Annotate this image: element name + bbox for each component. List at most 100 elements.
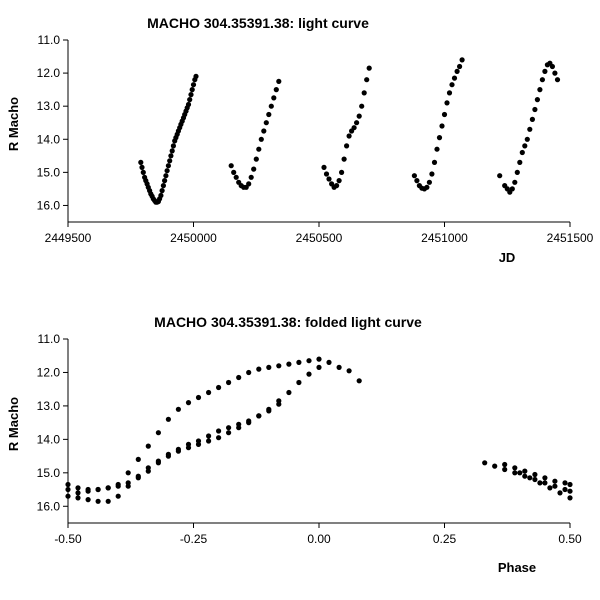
data-point — [266, 364, 272, 370]
data-point — [276, 78, 282, 84]
data-point — [424, 184, 430, 190]
y-tick-label: 15.0 — [37, 466, 61, 480]
data-point — [226, 379, 232, 386]
data-point — [411, 173, 417, 179]
data-point — [261, 128, 267, 134]
data-point — [497, 173, 503, 179]
data-point — [562, 480, 568, 486]
data-point — [195, 438, 202, 444]
data-point — [539, 77, 546, 83]
data-point — [502, 461, 508, 468]
data-point — [256, 366, 262, 372]
data-point — [344, 143, 350, 149]
data-point — [434, 146, 440, 152]
data-point — [527, 126, 533, 132]
data-point — [444, 100, 450, 106]
data-point — [336, 178, 342, 184]
data-series-2 — [65, 364, 322, 504]
data-point — [65, 493, 71, 499]
data-point — [492, 463, 498, 469]
data-point — [125, 470, 131, 476]
data-point — [482, 460, 488, 466]
data-point — [549, 63, 556, 70]
data-point — [457, 63, 463, 70]
data-point — [459, 57, 465, 63]
data-point — [248, 174, 254, 180]
data-series-2 — [228, 78, 282, 190]
data-point — [532, 471, 538, 478]
data-point — [236, 421, 242, 427]
data-point — [346, 133, 352, 139]
data-point — [115, 483, 121, 489]
data-point — [216, 428, 222, 434]
y-tick-label: 11.0 — [38, 332, 61, 346]
y-tick-label: 11.0 — [38, 33, 61, 47]
data-point — [268, 103, 274, 109]
data-point — [286, 361, 292, 367]
data-point — [85, 488, 91, 494]
data-series-3 — [321, 65, 372, 190]
data-point — [266, 111, 272, 118]
data-point — [537, 480, 543, 486]
y-tick-label: 13.0 — [37, 399, 61, 413]
data-point — [165, 163, 171, 169]
data-point — [296, 379, 302, 386]
data-point — [547, 485, 553, 491]
data-point — [532, 476, 538, 483]
data-point — [187, 97, 193, 103]
data-point — [529, 116, 536, 122]
data-point — [65, 481, 71, 488]
y-tick-label: 16.0 — [37, 499, 61, 513]
data-point — [446, 90, 453, 96]
data-point — [75, 495, 81, 501]
data-point — [155, 430, 161, 436]
data-point — [517, 470, 523, 476]
data-series-6 — [517, 470, 573, 501]
data-point — [170, 143, 176, 149]
data-point — [522, 143, 528, 149]
data-point — [414, 178, 420, 184]
data-point — [326, 176, 332, 182]
y-tick-label: 13.0 — [37, 99, 61, 113]
data-point — [364, 77, 370, 83]
chart-points — [65, 356, 573, 504]
data-point — [139, 164, 145, 170]
folded-light-curve-chart: MACHO 304.35391.38: folded light curve R… — [6, 314, 582, 575]
x-tick-label: 2451500 — [547, 231, 594, 245]
data-point — [140, 169, 146, 175]
data-point — [216, 384, 222, 391]
data-point — [168, 153, 174, 159]
y-tick-label: 14.0 — [37, 432, 61, 446]
data-point — [532, 106, 538, 113]
data-point — [251, 166, 257, 172]
data-point — [206, 433, 212, 439]
data-point — [552, 70, 558, 76]
data-point — [366, 65, 372, 71]
data-series-4 — [482, 460, 573, 494]
data-point — [321, 164, 327, 170]
data-point — [276, 401, 282, 407]
data-point — [256, 146, 262, 152]
chart-title: MACHO 304.35391.38: light curve — [147, 15, 369, 31]
data-point — [534, 97, 541, 103]
data-point — [522, 473, 528, 479]
data-point — [138, 159, 144, 165]
data-point — [567, 495, 573, 501]
data-point — [169, 148, 175, 154]
y-tick-label: 12.0 — [37, 365, 61, 379]
data-point — [517, 159, 523, 165]
x-tick-label: 2450500 — [296, 231, 343, 245]
x-axis-label: JD — [499, 250, 516, 265]
data-point — [95, 498, 101, 504]
data-point — [512, 465, 518, 471]
data-point — [522, 468, 528, 474]
data-point — [236, 374, 242, 381]
data-point — [258, 136, 264, 142]
y-axis-label: R Macho — [6, 97, 21, 151]
x-tick-label: 2451000 — [421, 231, 468, 245]
data-point — [562, 486, 568, 493]
data-point — [155, 460, 161, 466]
y-tick-label: 12.0 — [37, 66, 61, 80]
data-point — [206, 438, 212, 444]
data-point — [273, 87, 279, 93]
